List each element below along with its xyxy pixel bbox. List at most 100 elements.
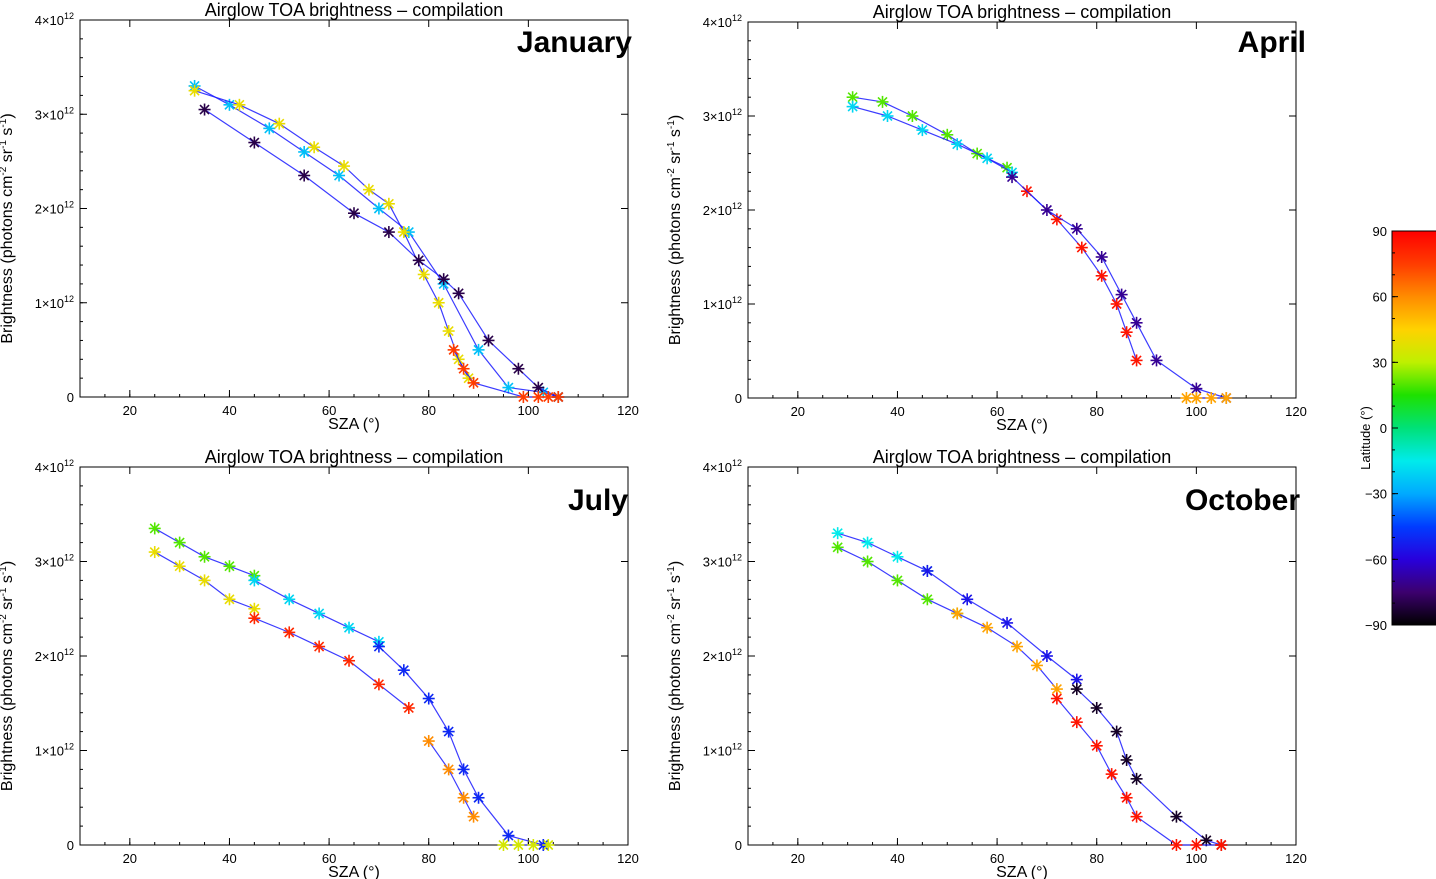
y-axis-label: Brightness (photons cm-2 sr-1 s-1) — [666, 561, 684, 791]
data-point — [921, 593, 934, 606]
data-point — [223, 560, 236, 573]
series — [188, 79, 565, 403]
data-point — [457, 791, 470, 804]
data-point — [1170, 839, 1183, 851]
data-point — [1120, 791, 1133, 804]
y-axis-label: Brightness (photons cm-2 sr-1 s-1) — [0, 113, 16, 343]
series — [1050, 692, 1228, 851]
data-point — [542, 839, 555, 851]
y-tick-label: 4×1012 — [35, 11, 74, 28]
series-line — [926, 570, 1078, 681]
data-point — [1006, 171, 1019, 184]
y-tick-label: 1×1012 — [703, 742, 742, 759]
data-point — [951, 607, 964, 620]
data-point — [1040, 204, 1053, 216]
data-point — [1001, 616, 1014, 629]
data-point — [382, 226, 395, 239]
x-tick-label: 60 — [322, 403, 336, 418]
x-axis-label: SZA (°) — [328, 864, 380, 879]
data-point — [502, 381, 515, 394]
colorbar-tick-label: 90 — [1373, 224, 1387, 239]
data-point — [313, 640, 326, 653]
x-tick-label: 120 — [617, 403, 639, 418]
colorbar-tick-label: 30 — [1373, 355, 1387, 370]
series-line — [1026, 190, 1138, 361]
series-line — [204, 109, 559, 398]
series — [497, 839, 555, 851]
chart-title: Airglow TOA brightness – compilation — [205, 0, 504, 20]
x-tick-label: 100 — [1186, 851, 1208, 866]
series — [422, 735, 480, 823]
data-point — [1130, 772, 1143, 785]
data-point — [283, 593, 296, 606]
data-point — [333, 169, 346, 182]
data-point — [1120, 326, 1133, 339]
series — [248, 612, 415, 714]
series-line — [254, 617, 410, 709]
data-point — [981, 152, 994, 165]
data-point — [467, 376, 480, 389]
data-point — [148, 522, 161, 535]
data-point — [1050, 692, 1063, 705]
y-axis-label: Brightness (photons cm-2 sr-1 s-1) — [666, 115, 684, 345]
y-tick-label: 1×1012 — [35, 742, 74, 759]
data-point — [1220, 392, 1233, 404]
series — [1006, 171, 1233, 404]
data-point — [1190, 382, 1203, 395]
data-point — [881, 110, 894, 122]
data-point — [248, 136, 261, 149]
data-point — [1190, 839, 1203, 851]
data-point — [273, 117, 286, 130]
data-point — [1215, 839, 1228, 851]
x-tick-label: 60 — [990, 404, 1004, 419]
chart-title: Airglow TOA brightness – compilation — [205, 447, 504, 467]
data-point — [248, 612, 261, 625]
x-tick-label: 100 — [1186, 404, 1208, 419]
series — [148, 546, 261, 615]
x-tick-label: 120 — [617, 851, 639, 866]
plot-frame — [79, 466, 629, 846]
x-axis-label: SZA (°) — [996, 864, 1048, 879]
data-point — [397, 664, 410, 677]
data-point — [298, 169, 311, 182]
series-line — [1076, 688, 1222, 846]
data-point — [198, 550, 211, 563]
data-point — [532, 391, 545, 403]
data-point — [831, 527, 844, 540]
y-tick-label: 2×1012 — [35, 200, 74, 217]
data-point — [248, 574, 261, 587]
data-point — [921, 564, 934, 577]
data-point — [1095, 251, 1108, 263]
data-point — [422, 735, 435, 748]
x-tick-label: 60 — [322, 851, 336, 866]
data-point — [338, 160, 351, 173]
data-point — [283, 626, 296, 639]
series-line — [194, 85, 559, 398]
data-point — [941, 128, 954, 141]
data-point — [891, 574, 904, 587]
data-point — [981, 621, 994, 634]
data-point — [861, 555, 874, 568]
data-point — [1120, 753, 1133, 766]
y-tick-label: 0 — [735, 838, 742, 853]
y-tick-label: 1×1012 — [35, 294, 74, 311]
data-point — [517, 391, 530, 403]
data-point — [1095, 269, 1108, 282]
x-tick-label: 80 — [421, 403, 435, 418]
data-point — [173, 560, 186, 573]
panel-april: Airglow TOA brightness – compilation Apri… — [666, 2, 1307, 434]
data-point — [372, 678, 385, 691]
y-tick-label: 0 — [735, 391, 742, 406]
x-tick-label: 80 — [1089, 851, 1103, 866]
data-point — [402, 701, 415, 714]
data-point — [1205, 392, 1218, 404]
data-point — [1170, 810, 1183, 823]
data-point — [846, 100, 859, 113]
series — [248, 574, 385, 648]
data-point — [1011, 640, 1024, 653]
chart-title: Airglow TOA brightness – compilation — [873, 447, 1172, 467]
x-tick-label: 40 — [222, 403, 236, 418]
data-point — [1130, 316, 1143, 329]
data-point — [173, 536, 186, 549]
